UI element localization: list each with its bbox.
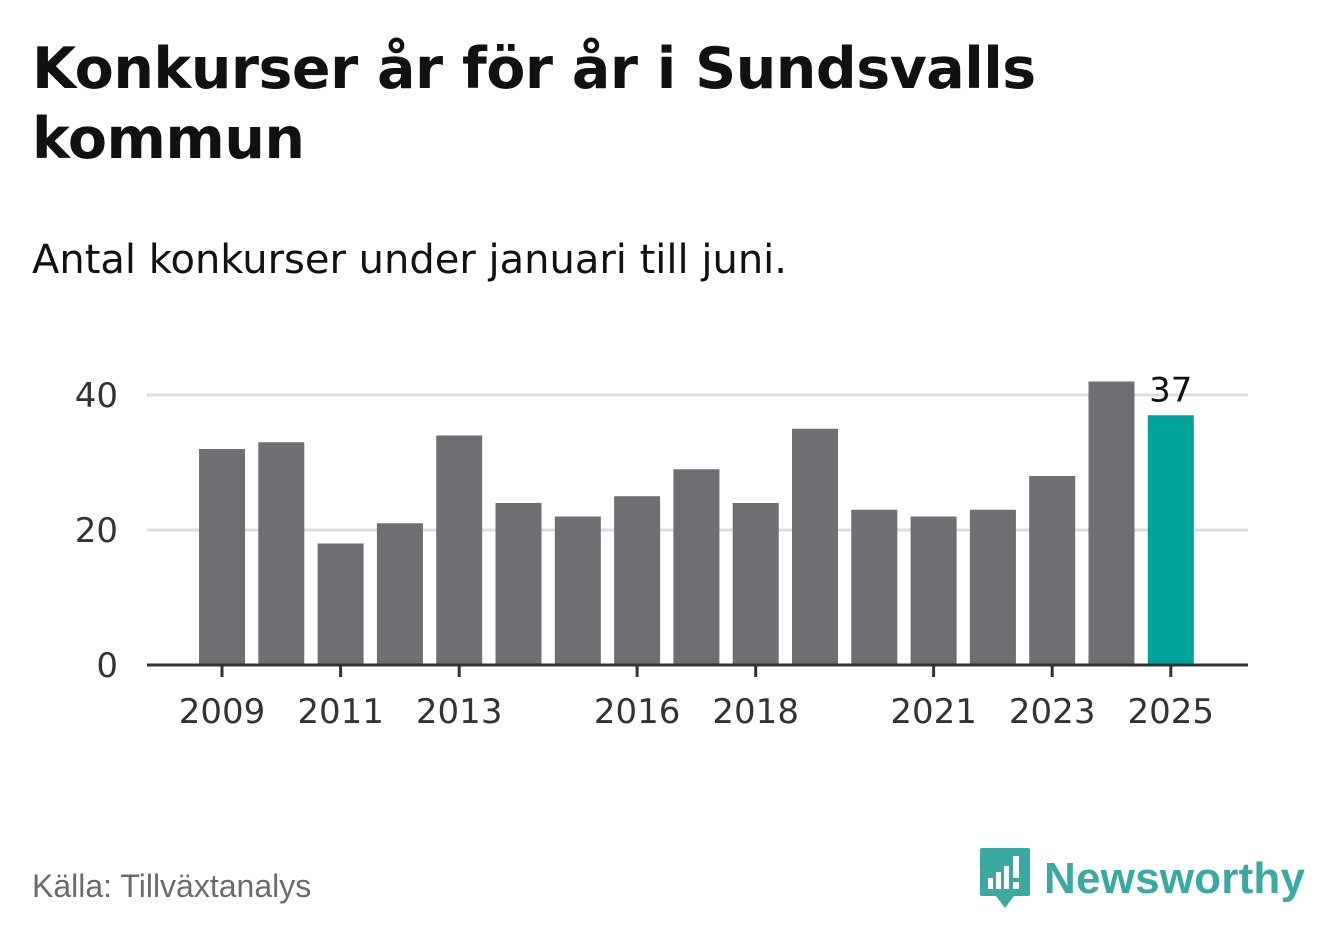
bar-2013: [436, 435, 483, 665]
bar-2020: [851, 509, 898, 665]
y-axis-ticks: 0 20 40: [75, 376, 118, 686]
x-tick-label-2013: 2013: [416, 692, 503, 732]
bar-2015: [554, 516, 601, 665]
y-tick-label-0: 0: [96, 646, 118, 686]
x-tick-label-2023: 2023: [1009, 692, 1096, 732]
bar-2023: [1029, 476, 1076, 665]
bar-2018: [732, 503, 779, 665]
bar-2024: [1088, 381, 1135, 665]
brand-name: Newsworthy: [1044, 854, 1306, 903]
x-tick-label-2009: 2009: [179, 692, 266, 732]
y-tick-label-20: 20: [75, 511, 118, 551]
bar-2012: [376, 523, 423, 665]
newsworthy-logo-icon: [980, 848, 1030, 908]
brand-logo: Newsworthy: [980, 848, 1305, 910]
bar-2025: [1147, 415, 1194, 665]
bar-2014: [495, 503, 542, 665]
x-tick-label-2011: 2011: [297, 692, 384, 732]
bar-2017: [673, 469, 720, 665]
value-label-2025: 37: [1149, 370, 1192, 410]
x-axis: 2009 2011 2013 2016 2018 2021 2023 2025: [147, 663, 1248, 732]
value-labels: 37: [1149, 370, 1192, 410]
bar-2009: [199, 449, 245, 665]
x-tick-label-2016: 2016: [594, 692, 681, 732]
bar-2022: [969, 509, 1016, 665]
bar-2016: [614, 496, 661, 665]
bar-2010: [258, 442, 305, 665]
bar-2011: [317, 543, 364, 665]
bars: [199, 381, 1194, 665]
x-tick-label-2018: 2018: [712, 692, 799, 732]
chart-subtitle: Antal konkurser under januari till juni.: [32, 237, 787, 283]
x-tick-label-2025: 2025: [1128, 692, 1215, 732]
source-note: Källa: Tillväxtanalys: [32, 868, 312, 904]
chart-title: Konkurser år för år i Sundsvalls kommun: [32, 36, 1036, 172]
x-tick-label-2021: 2021: [890, 692, 977, 732]
bar-2021: [910, 516, 957, 665]
y-tick-label-40: 40: [75, 376, 118, 416]
bar-2019: [792, 428, 838, 665]
bar-chart: 0 20 40 2009 2011 2013 2016 2018 2021 2023 2025 3…: [75, 370, 1248, 732]
